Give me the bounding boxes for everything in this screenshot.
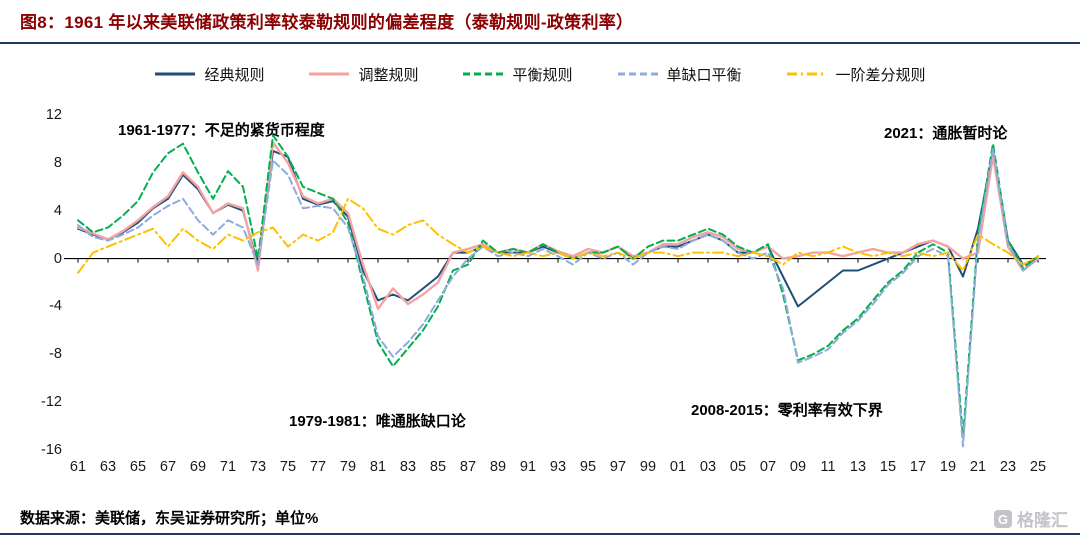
y-tick-label: -12 bbox=[41, 394, 62, 411]
x-tick-label: 73 bbox=[249, 459, 267, 475]
x-tick-label: 99 bbox=[639, 459, 657, 475]
x-tick-label: 17 bbox=[909, 459, 927, 475]
x-tick-label: 97 bbox=[609, 459, 627, 475]
x-tick-label: 09 bbox=[789, 459, 807, 475]
adjusted-rule-line-icon bbox=[309, 72, 350, 76]
annotation-1961-1977: 1961-1977：不足的紧货币程度 bbox=[118, 122, 325, 139]
x-tick-label: 25 bbox=[1029, 459, 1047, 475]
x-tick-label: 69 bbox=[189, 459, 207, 475]
legend-label-balanced-rule: 平衡规则 bbox=[512, 66, 573, 84]
x-tick-label: 67 bbox=[159, 459, 177, 475]
x-tick-label: 01 bbox=[669, 459, 687, 475]
x-tick-label: 19 bbox=[939, 459, 957, 475]
series-line-4 bbox=[77, 197, 1039, 274]
single-gap-balance-line-icon bbox=[617, 72, 658, 76]
chart-legend: 经典规则 调整规则 平衡规则 单缺口平衡 一阶差分规则 bbox=[0, 60, 1080, 88]
title-divider bbox=[0, 42, 1080, 44]
legend-item-balanced-rule: 平衡规则 bbox=[462, 64, 573, 85]
series-line-2 bbox=[77, 134, 1039, 439]
y-tick-label: -16 bbox=[41, 442, 62, 458]
bottom-divider bbox=[0, 533, 1080, 535]
x-tick-label: 11 bbox=[820, 459, 836, 475]
x-tick-label: 75 bbox=[279, 459, 297, 475]
x-tick-label: 87 bbox=[459, 459, 477, 475]
x-tick-label: 93 bbox=[549, 459, 567, 475]
x-tick-label: 21 bbox=[969, 459, 987, 475]
x-tick-label: 23 bbox=[999, 459, 1017, 475]
watermark-text: 格隆汇 bbox=[1017, 511, 1068, 530]
x-tick-label: 79 bbox=[339, 459, 357, 475]
y-tick-label: 4 bbox=[53, 202, 62, 219]
legend-label-first-difference-rule: 一阶差分规则 bbox=[835, 66, 926, 84]
x-tick-label: 85 bbox=[429, 459, 447, 475]
x-tick-label: 13 bbox=[849, 459, 867, 475]
legend-label-adjusted-rule: 调整规则 bbox=[358, 66, 419, 84]
x-tick-label: 71 bbox=[219, 459, 237, 475]
annotation-1979-1981: 1979-1981：唯通胀缺口论 bbox=[289, 413, 466, 430]
gelonghui-logo-icon: G bbox=[994, 509, 1012, 528]
y-tick-label: 12 bbox=[45, 107, 62, 123]
legend-label-classic-rule: 经典规则 bbox=[204, 66, 265, 84]
series-line-1 bbox=[76, 141, 1040, 310]
x-tick-label: 77 bbox=[309, 459, 327, 475]
source-note: 数据来源：美联储，东吴证券研究所；单位% bbox=[20, 510, 319, 527]
x-tick-label: 07 bbox=[759, 459, 777, 475]
x-tick-label: 03 bbox=[699, 459, 717, 475]
legend-item-single-gap-balance: 单缺口平衡 bbox=[617, 64, 742, 85]
legend-item-classic-rule: 经典规则 bbox=[154, 64, 264, 85]
x-tick-label: 65 bbox=[129, 459, 147, 475]
x-tick-label: 91 bbox=[519, 459, 537, 475]
classic-rule-line-icon bbox=[155, 72, 196, 76]
x-tick-label: 15 bbox=[879, 459, 897, 475]
x-tick-label: 81 bbox=[369, 459, 387, 475]
first-difference-rule-line-icon bbox=[786, 72, 827, 76]
y-tick-label: -4 bbox=[49, 298, 62, 315]
svg-text:G: G bbox=[998, 512, 1008, 527]
x-tick-label: 89 bbox=[489, 459, 507, 475]
y-tick-label: 8 bbox=[53, 154, 62, 171]
x-tick-label: 05 bbox=[729, 459, 747, 475]
figure-title: 图8：1961 年以来美联储政策利率较泰勒规则的偏差程度（泰勒规则-政策利率） bbox=[20, 13, 634, 32]
x-tick-label: 61 bbox=[69, 459, 87, 475]
series-line-0 bbox=[77, 149, 1039, 308]
annotation-2021: 2021：通胀暂时论 bbox=[884, 125, 1008, 142]
legend-item-adjusted-rule: 调整规则 bbox=[308, 64, 418, 85]
x-tick-label: 63 bbox=[99, 459, 117, 475]
y-tick-label: -8 bbox=[49, 346, 62, 363]
series-line-3 bbox=[77, 147, 1039, 448]
balanced-rule-line-icon bbox=[463, 72, 504, 76]
watermark: G 格隆汇 bbox=[993, 506, 1068, 531]
annotation-2008-2015: 2008-2015：零利率有效下界 bbox=[691, 402, 883, 419]
x-tick-label: 83 bbox=[399, 459, 417, 475]
legend-label-single-gap-balance: 单缺口平衡 bbox=[666, 66, 742, 84]
legend-item-first-difference-rule: 一阶差分规则 bbox=[786, 64, 926, 85]
y-tick-label: 0 bbox=[53, 250, 62, 267]
x-tick-label: 95 bbox=[579, 459, 597, 475]
